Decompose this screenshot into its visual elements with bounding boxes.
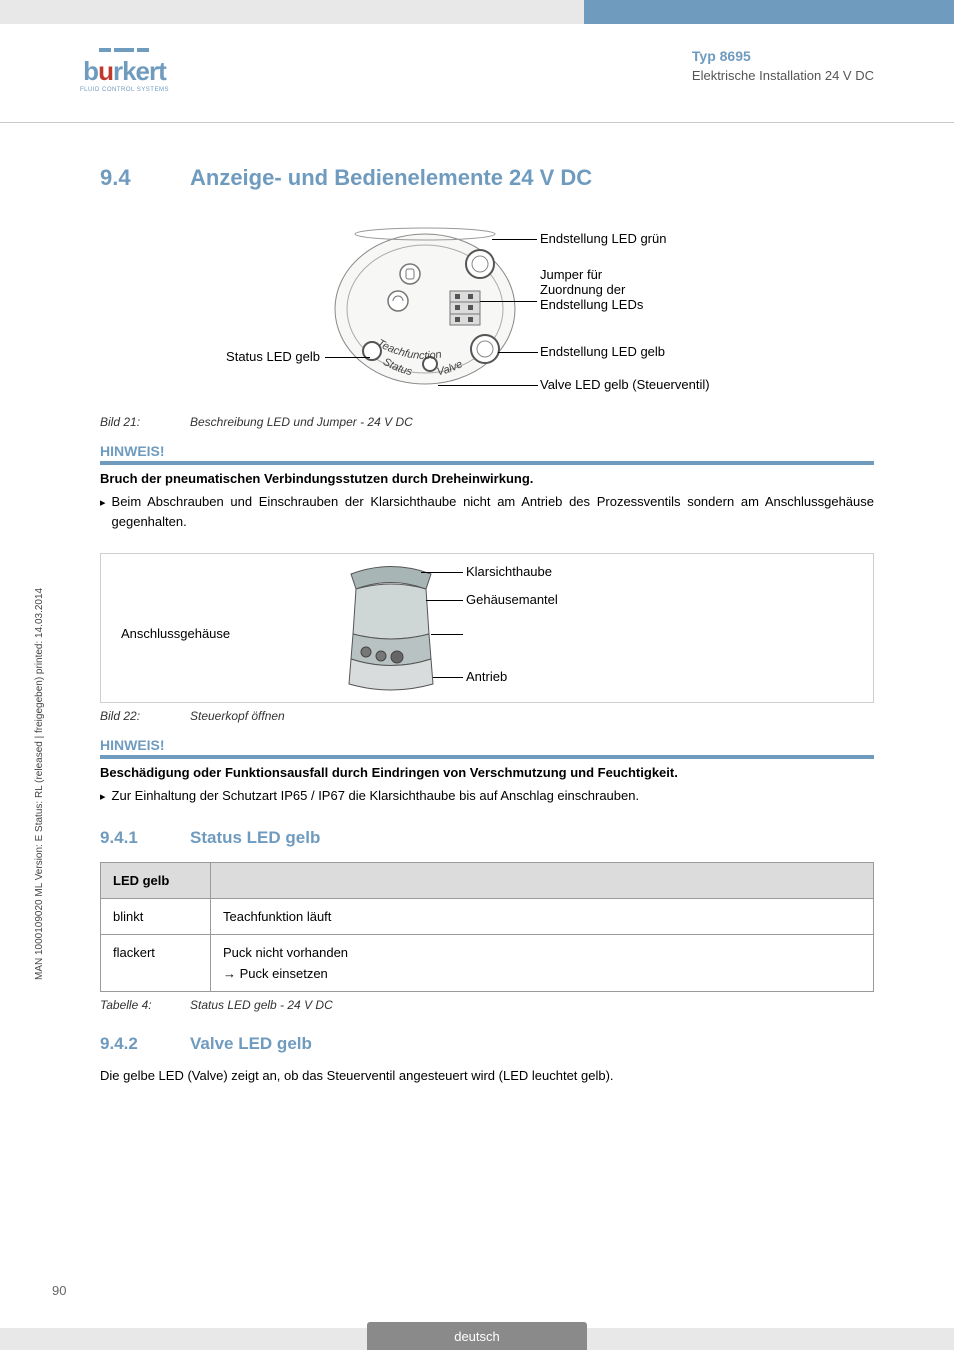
type-label: Typ 8695 (692, 48, 874, 64)
callout-antrieb: Antrieb (466, 669, 507, 684)
logo-suffix: rkert (113, 56, 166, 86)
sub942-body: Die gelbe LED (Valve) zeigt an, ob das S… (100, 1068, 874, 1083)
logo-prefix: b (83, 56, 98, 86)
subsection-941: 9.4.1Status LED gelb (100, 828, 874, 848)
figure-22-text: Steuerkopf öffnen (190, 709, 285, 723)
callout-status-led: Status LED gelb (180, 349, 320, 364)
leader-line (426, 600, 463, 601)
hinweis2-bar (100, 755, 874, 759)
table-header: LED gelb (101, 862, 211, 898)
device-top-icon: Teachfunction Status Valve (330, 219, 520, 399)
sub941-title: Status LED gelb (190, 828, 320, 847)
table-cell: Puck nicht vorhanden → Puck einsetzen (211, 934, 874, 991)
callout-jumper: Jumper für Zuordnung der Endstellung LED… (540, 267, 643, 312)
status-led-table: LED gelb blinkt Teachfunktion läuft flac… (100, 862, 874, 992)
leader-line (421, 572, 463, 573)
leader-line (480, 301, 537, 302)
table-header-empty (211, 862, 874, 898)
callout-klarsicht: Klarsichthaube (466, 564, 552, 579)
logo-bars-icon (99, 48, 149, 52)
table-cell-line1: Puck nicht vorhanden (223, 945, 861, 960)
table-cell: flackert (101, 934, 211, 991)
section-heading: Anzeige- und Bedienelemente 24 V DC (190, 165, 592, 190)
section-number: 9.4 (100, 165, 190, 191)
callout-end-yellow: Endstellung LED gelb (540, 344, 665, 359)
callout-anschluss: Anschlussgehäuse (121, 626, 230, 641)
callout-mantel: Gehäusemantel (466, 592, 558, 607)
callout-jumper-l2: Zuordnung der (540, 282, 643, 297)
table-row: blinkt Teachfunktion läuft (101, 898, 874, 934)
section-title: 9.4Anzeige- und Bedienelemente 24 V DC (100, 165, 874, 191)
logo: burkert FLUID CONTROL SYSTEMS (80, 48, 169, 93)
callout-jumper-l3: Endstellung LEDs (540, 297, 643, 312)
side-meta-text: MAN 1000109020 ML Version: E Status: RL … (34, 588, 45, 980)
logo-text: burkert (83, 56, 166, 87)
subsection-942: 9.4.2Valve LED gelb (100, 1034, 874, 1054)
header-rule (0, 122, 954, 123)
leader-line (433, 677, 463, 678)
leader-line (431, 634, 463, 635)
figure-21-caption: Bild 21:Beschreibung LED und Jumper - 24… (100, 415, 874, 429)
hinweis1-bar (100, 461, 874, 465)
sub942-title: Valve LED gelb (190, 1034, 312, 1053)
main-content: 9.4Anzeige- und Bedienelemente 24 V DC (100, 165, 874, 1083)
figure-21-text: Beschreibung LED und Jumper - 24 V DC (190, 415, 413, 429)
figure-21: Teachfunction Status Valve Status LED ge… (100, 209, 874, 409)
hinweis1-body: Beim Abschrauben und Einschrauben der Kl… (100, 492, 874, 531)
figure-22: Klarsichthaube Gehäusemantel Anschlussge… (100, 553, 874, 703)
footer-language-tab: deutsch (367, 1322, 587, 1350)
callout-jumper-l1: Jumper für (540, 267, 643, 282)
table-cell: Teachfunktion läuft (211, 898, 874, 934)
callout-valve-led: Valve LED gelb (Steuerventil) (540, 377, 710, 392)
table-4-label: Tabelle 4: (100, 998, 190, 1012)
hinweis2-body: Zur Einhaltung der Schutzart IP65 / IP67… (100, 786, 874, 806)
leader-line (492, 239, 537, 240)
top-accent-block (584, 0, 954, 24)
sub941-num: 9.4.1 (100, 828, 190, 848)
header-right: Typ 8695 Elektrische Installation 24 V D… (692, 48, 874, 83)
logo-subtext: FLUID CONTROL SYSTEMS (80, 87, 169, 93)
figure-22-caption: Bild 22:Steuerkopf öffnen (100, 709, 874, 723)
hinweis1-bold: Bruch der pneumatischen Verbindungsstutz… (100, 471, 874, 486)
sub942-num: 9.4.2 (100, 1034, 190, 1054)
hinweis2-body-text: Zur Einhaltung der Schutzart IP65 / IP67… (112, 786, 640, 806)
page-header: burkert FLUID CONTROL SYSTEMS Typ 8695 E… (0, 48, 954, 93)
callout-end-green: Endstellung LED grün (540, 231, 666, 246)
leader-line (438, 385, 538, 386)
header-subtitle: Elektrische Installation 24 V DC (692, 68, 874, 83)
table-cell: blinkt (101, 898, 211, 934)
leader-line (498, 352, 538, 353)
figure-21-label: Bild 21: (100, 415, 190, 429)
table-row: flackert Puck nicht vorhanden → Puck ein… (101, 934, 874, 991)
logo-mid: u (98, 56, 113, 86)
figure-22-label: Bild 22: (100, 709, 190, 723)
table-4-caption: Tabelle 4:Status LED gelb - 24 V DC (100, 998, 874, 1012)
hinweis2-bold: Beschädigung oder Funktionsausfall durch… (100, 765, 874, 780)
hinweis1-title: HINWEIS! (100, 443, 874, 459)
table-cell-line2: → Puck einsetzen (223, 966, 861, 981)
table-4-text: Status LED gelb - 24 V DC (190, 998, 333, 1012)
hinweis1-body-text: Beim Abschrauben und Einschrauben der Kl… (112, 492, 874, 531)
hinweis2-title: HINWEIS! (100, 737, 874, 753)
table-row: LED gelb (101, 862, 874, 898)
page-number: 90 (52, 1283, 66, 1298)
leader-line (325, 357, 370, 358)
device-side-icon (331, 564, 451, 699)
